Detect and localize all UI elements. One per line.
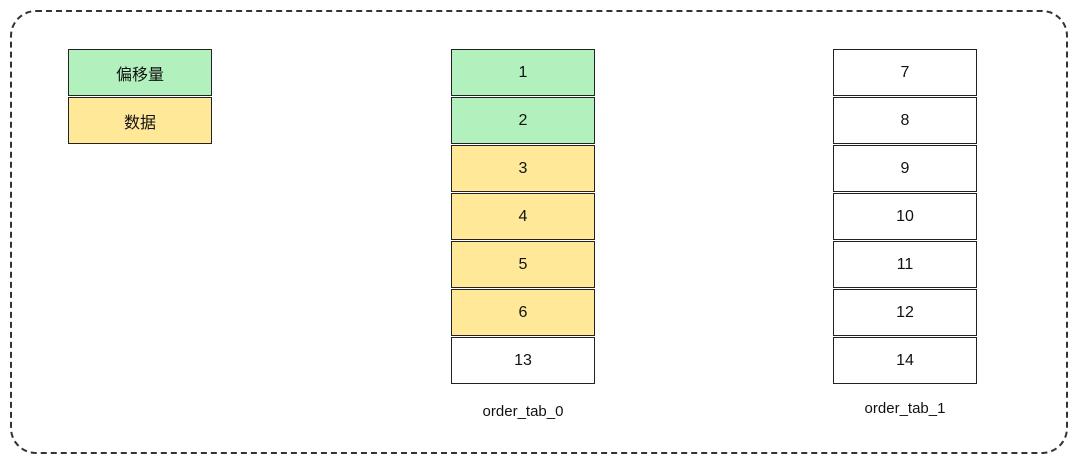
legend-offset: 偏移量 — [68, 49, 212, 96]
legend-data: 数据 — [68, 97, 212, 144]
table-name: order_tab_1 — [864, 400, 946, 417]
table-cell: 4 — [451, 193, 595, 240]
table-cell: 12 — [833, 289, 977, 336]
table-cell: 11 — [833, 241, 977, 288]
table-cell: 2 — [451, 97, 595, 144]
table-cell: 9 — [833, 145, 977, 192]
table-cell: 7 — [833, 49, 977, 96]
table-cell: 1 — [451, 49, 595, 96]
table-cell: 10 — [833, 193, 977, 240]
table-cell: 8 — [833, 97, 977, 144]
table-cell: 13 — [451, 337, 595, 384]
table-cell: 14 — [833, 337, 977, 384]
table-cell: 6 — [451, 289, 595, 336]
table-name: order_tab_0 — [482, 403, 564, 420]
table-cell: 5 — [451, 241, 595, 288]
table-cell: 3 — [451, 145, 595, 192]
container-frame — [10, 10, 1068, 454]
